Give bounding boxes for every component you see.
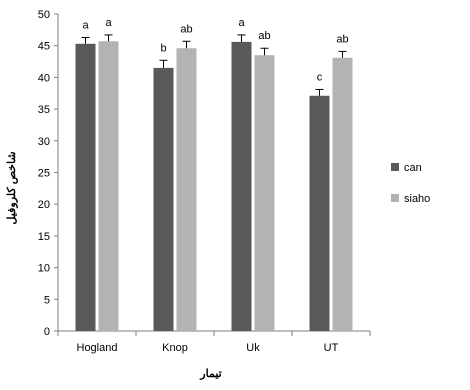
x-tick-label: UT (324, 342, 339, 354)
y-tick-label: 20 (38, 199, 50, 211)
significance-label: b (160, 42, 166, 54)
bar-siaho-uk (254, 55, 275, 332)
significance-label: c (317, 71, 323, 83)
y-tick-label: 15 (38, 231, 50, 243)
y-tick-label: 50 (38, 9, 50, 21)
x-axis-title: تیمار (199, 368, 221, 380)
significance-label: a (238, 17, 245, 29)
y-axis: 0 5 10 15 20 25 30 35 40 45 50 (38, 9, 59, 338)
x-tick-label: Hogland (77, 342, 118, 354)
x-axis: Hogland Knop Uk UT (57, 330, 371, 354)
bar-can-hogland (75, 43, 96, 331)
legend: can siaho (391, 162, 430, 205)
x-tick-label: Uk (246, 342, 260, 354)
y-tick-label: 5 (44, 294, 50, 306)
y-tick-label: 35 (38, 104, 50, 116)
significance-label: a (82, 19, 89, 31)
bar-can-uk (231, 41, 252, 332)
y-tick-label: 25 (38, 168, 50, 180)
significance-label: ab (180, 23, 192, 35)
y-tick-label: 45 (38, 41, 50, 53)
y-tick-label: 40 (38, 72, 50, 84)
legend-label-can: can (404, 162, 422, 174)
y-axis-title: شاخص کلروفیل (6, 151, 18, 224)
significance-label: a (105, 17, 112, 29)
bar-siaho-ut (332, 57, 353, 331)
legend-swatch-can (391, 163, 399, 171)
bar-siaho-knop (176, 48, 197, 332)
y-tick-label: 0 (44, 326, 50, 338)
y-tick-label: 10 (38, 263, 50, 275)
bar-can-ut (309, 95, 330, 331)
legend-swatch-siaho (391, 194, 399, 202)
bar-can-knop (153, 67, 174, 331)
significance-label: ab (258, 30, 270, 42)
significance-label: ab (336, 33, 348, 45)
y-tick-label: 30 (38, 136, 50, 148)
x-tick-label: Knop (162, 342, 188, 354)
bar-siaho-hogland (98, 41, 119, 332)
legend-label-siaho: siaho (404, 193, 430, 205)
